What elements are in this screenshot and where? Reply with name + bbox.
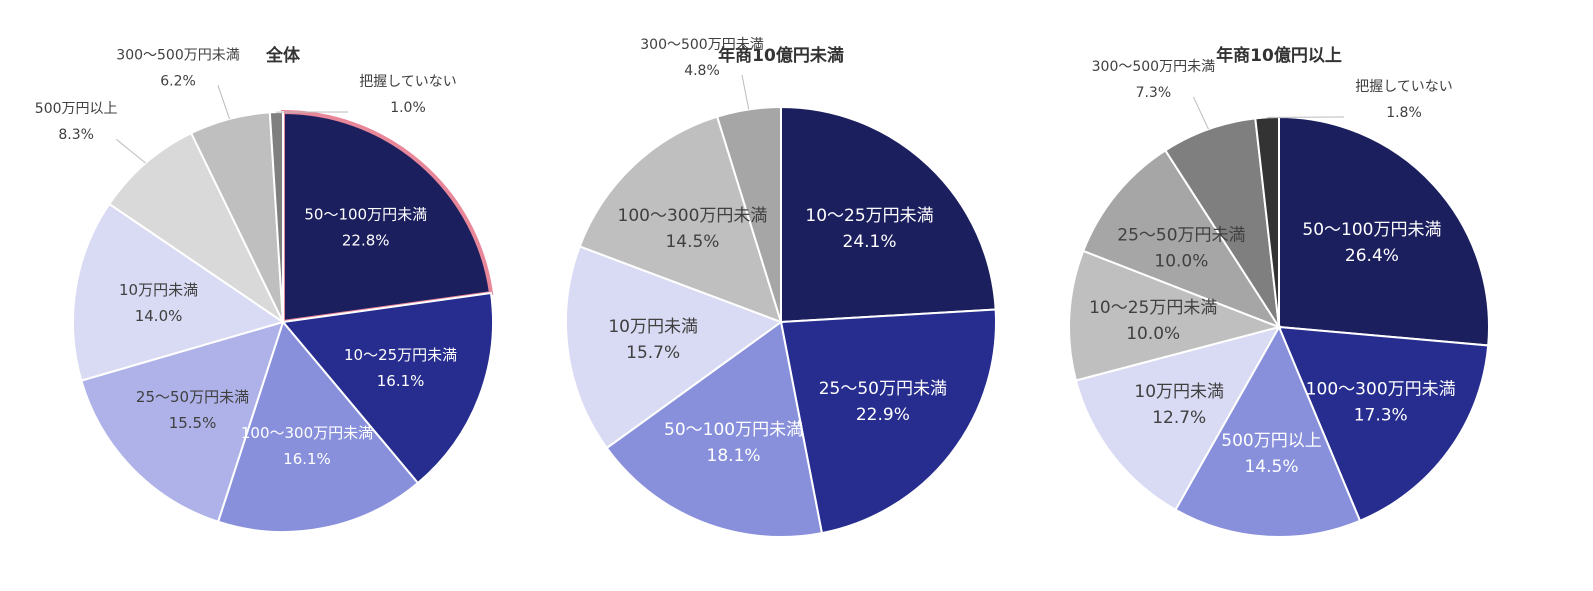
pie-slice bbox=[1174, 324, 1362, 538]
slice-value-label: 17.3% bbox=[1354, 405, 1408, 425]
leader-line bbox=[1192, 96, 1209, 130]
leader-line bbox=[217, 85, 230, 120]
slice-label: 100〜300万円未満 bbox=[1306, 379, 1456, 399]
slice-value-label: 10.0% bbox=[1154, 251, 1208, 271]
slice-label: 10〜25万円未満 bbox=[805, 206, 933, 226]
slice-label: 50〜100万円未満 bbox=[304, 205, 427, 223]
chart-title: 年商10億円未満 bbox=[718, 45, 844, 66]
pie-slice bbox=[281, 109, 494, 325]
slice-value-label: 24.1% bbox=[843, 232, 897, 252]
pie-slice bbox=[216, 319, 420, 533]
slice-label: 25〜50万円未満 bbox=[819, 379, 947, 399]
slice-value-label: 22.8% bbox=[342, 231, 390, 249]
slice-value-label: 1.8% bbox=[1386, 105, 1422, 121]
slice-label: 25〜50万円未満 bbox=[136, 388, 249, 406]
slice-value-label: 26.4% bbox=[1345, 246, 1399, 266]
pie-slice bbox=[1068, 249, 1283, 382]
slice-label: 500万円以上 bbox=[1221, 431, 1321, 451]
slice-label: 10万円未満 bbox=[119, 281, 198, 299]
pie-slice bbox=[1277, 325, 1490, 523]
slice-label: 25〜50万円未満 bbox=[1117, 225, 1245, 245]
slice-value-label: 14.0% bbox=[135, 307, 183, 325]
slice-label: 10〜25万円未満 bbox=[1089, 298, 1217, 318]
leader-line bbox=[115, 138, 146, 164]
slice-label: 把握していない bbox=[1355, 79, 1453, 95]
slice-value-label: 16.1% bbox=[377, 372, 425, 390]
pie-slice bbox=[578, 115, 783, 324]
slice-value-label: 12.7% bbox=[1152, 408, 1206, 428]
slice-label: 500万円以上 bbox=[35, 101, 118, 117]
slice-label: 100〜300万円未満 bbox=[618, 206, 768, 226]
pie-slice bbox=[1074, 325, 1282, 512]
pie-slice bbox=[1081, 149, 1282, 330]
slice-value-label: 8.3% bbox=[58, 127, 94, 143]
slice-label: 100〜300万円未満 bbox=[241, 424, 373, 442]
slice-label: 10万円未満 bbox=[608, 317, 698, 337]
slice-label: 50〜100万円未満 bbox=[664, 420, 803, 440]
slice-label: 300〜500万円未満 bbox=[1092, 59, 1215, 75]
slice-label: 10万円未満 bbox=[1134, 382, 1224, 402]
pie-slice bbox=[1278, 115, 1490, 347]
pie-slice bbox=[779, 308, 997, 535]
slice-label: 10〜25万円未満 bbox=[344, 346, 457, 364]
pie-slice bbox=[780, 105, 997, 324]
pie-slice bbox=[281, 291, 494, 485]
slice-value-label: 18.1% bbox=[707, 446, 761, 466]
slice-value-label: 4.8% bbox=[684, 63, 720, 79]
slice-label: 300〜500万円未満 bbox=[640, 37, 763, 53]
pie-slice bbox=[72, 202, 286, 382]
slice-value-label: 6.2% bbox=[160, 73, 196, 89]
slice-value-label: 10.0% bbox=[1126, 324, 1180, 344]
slice-value-label: 7.3% bbox=[1136, 85, 1172, 101]
slice-label: 把握していない bbox=[359, 74, 457, 90]
chart-title: 年商10億円以上 bbox=[1216, 45, 1342, 66]
slice-value-label: 15.7% bbox=[626, 343, 680, 363]
slice-value-label: 1.0% bbox=[390, 100, 426, 116]
pie-slice bbox=[715, 105, 782, 323]
pie-slice bbox=[565, 245, 784, 450]
pie-slice bbox=[605, 320, 824, 538]
leader-line bbox=[741, 74, 750, 110]
slice-value-label: 22.9% bbox=[856, 405, 910, 425]
chart-title: 全体 bbox=[265, 45, 301, 66]
pie-slice bbox=[80, 320, 285, 523]
slice-label: 300〜500万円未満 bbox=[116, 47, 239, 63]
slice-value-label: 14.5% bbox=[665, 232, 719, 252]
slice-value-label: 16.1% bbox=[283, 450, 331, 468]
slice-value-label: 14.5% bbox=[1244, 457, 1298, 477]
slice-label: 50〜100万円未満 bbox=[1302, 220, 1441, 240]
slice-value-label: 15.5% bbox=[169, 414, 217, 432]
